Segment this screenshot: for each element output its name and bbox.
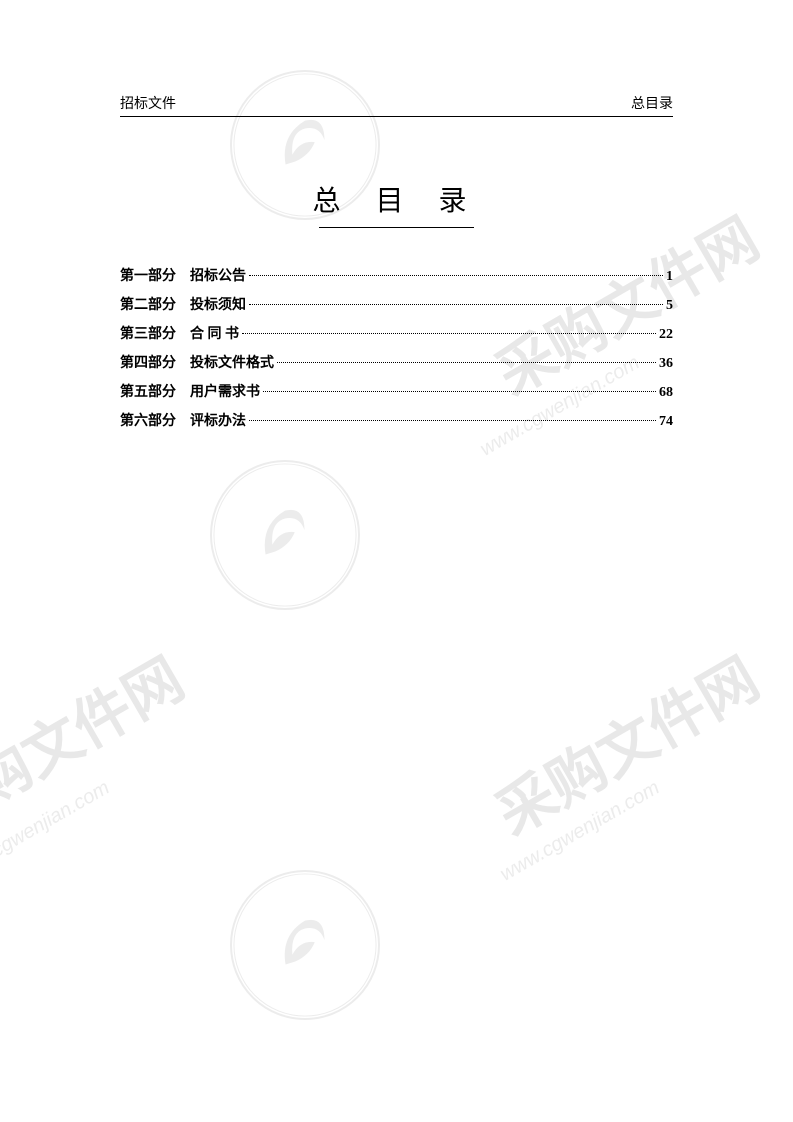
- toc-part-label: 第一部分: [120, 262, 176, 291]
- toc-dots: [242, 333, 656, 334]
- watermark-text: 采购文件网: [478, 633, 771, 851]
- toc-dots: [249, 304, 663, 305]
- watermark-url: www.cgwenjian.com: [496, 777, 663, 887]
- page-content: 招标文件 总目录 总 目 录 第一部分 招标公告 1 第二部分 投标须知 5 第…: [0, 0, 793, 436]
- toc-item: 第一部分 招标公告 1: [120, 262, 673, 291]
- watermark-logo: [230, 870, 380, 1020]
- toc-page-number: 74: [659, 407, 673, 436]
- toc-part-label: 第五部分: [120, 378, 176, 407]
- toc-item: 第五部分 用户需求书 68: [120, 378, 673, 407]
- toc-part-label: 第六部分: [120, 407, 176, 436]
- toc-item-title: 评标办法: [190, 407, 246, 436]
- toc-item-title: 投标须知: [190, 291, 246, 320]
- toc-item: 第六部分 评标办法 74: [120, 407, 673, 436]
- toc-page-number: 36: [659, 349, 673, 378]
- toc-item: 第二部分 投标须知 5: [120, 291, 673, 320]
- toc-title-underline: [319, 227, 474, 228]
- watermark-logo: [210, 460, 360, 610]
- toc-part-label: 第三部分: [120, 320, 176, 349]
- toc-page-number: 68: [659, 378, 673, 407]
- watermark-text: 采购文件网: [0, 633, 197, 851]
- toc-dots: [277, 362, 656, 363]
- toc-page-number: 1: [666, 262, 673, 291]
- toc-item: 第四部分 投标文件格式 36: [120, 349, 673, 378]
- toc-item-title: 招标公告: [190, 262, 246, 291]
- header-left: 招标文件: [120, 93, 176, 113]
- toc-page-number: 22: [659, 320, 673, 349]
- toc-dots: [249, 420, 656, 421]
- header-right: 总目录: [631, 93, 673, 113]
- toc-part-label: 第二部分: [120, 291, 176, 320]
- page-header: 招标文件 总目录: [120, 93, 673, 117]
- toc-item-title: 用户需求书: [190, 378, 260, 407]
- toc-item: 第三部分 合 同 书 22: [120, 320, 673, 349]
- toc-dots: [249, 275, 663, 276]
- toc-item-title: 投标文件格式: [190, 349, 274, 378]
- toc-list: 第一部分 招标公告 1 第二部分 投标须知 5 第三部分 合 同 书 22 第四…: [120, 262, 673, 436]
- toc-dots: [263, 391, 656, 392]
- toc-part-label: 第四部分: [120, 349, 176, 378]
- toc-title: 总 目 录: [120, 179, 673, 219]
- watermark-url: www.cgwenjian.com: [0, 777, 114, 887]
- toc-page-number: 5: [666, 291, 673, 320]
- toc-item-title: 合 同 书: [190, 320, 239, 349]
